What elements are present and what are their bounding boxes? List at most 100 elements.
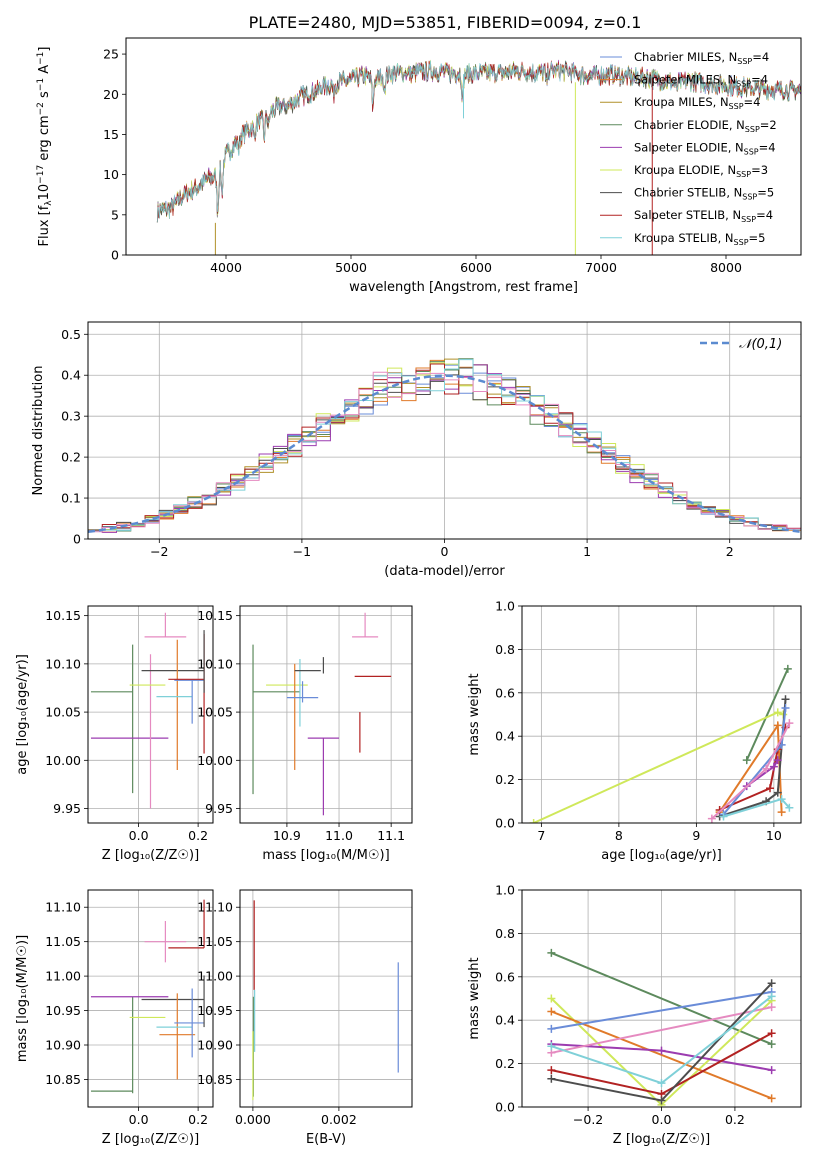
x-tick-label: 7 (537, 828, 545, 843)
weight-marker (781, 695, 790, 704)
y-tick-label: 11.00 (45, 969, 81, 984)
y-tick-label: 0.3 (61, 409, 81, 424)
y-tick-label: 10.95 (197, 1003, 233, 1018)
weight-marker (767, 979, 776, 988)
y-tick-label: 10.10 (197, 656, 233, 671)
plot-area (88, 890, 213, 1107)
legend: Chabrier MILES, NSSP=4 Salpeter MILES, NS… (600, 50, 777, 247)
legend-label: Chabrier ELODIE, NSSP=2 (634, 118, 777, 134)
y-axis-label: mass weight (467, 957, 482, 1039)
weight-marker (547, 1007, 556, 1016)
panel-mass-weight-vs-age: 7 8 9 10 0.0 0.2 0.4 0.6 0.8 1.0 age [log₁₀(age/yr… (467, 599, 802, 863)
x-tick-label: 7000 (585, 260, 617, 275)
x-tick-label: 0.0 (129, 1112, 149, 1127)
axes-frame (87, 321, 802, 540)
weight-marker (742, 756, 751, 765)
weight-marker (547, 1042, 556, 1051)
weight-series-line (551, 1006, 772, 1054)
y-tick-label: 11.10 (197, 900, 233, 915)
y-tick-label: 0.6 (495, 969, 515, 984)
legend-label: Chabrier MILES, NSSP=4 (634, 50, 769, 66)
y-tick-label: 9.95 (205, 801, 233, 816)
x-tick-label: 0.000 (235, 1112, 271, 1127)
y-tick-label: 10.10 (45, 656, 81, 671)
y-tick-label: 11.00 (197, 969, 233, 984)
weight-marker (657, 1096, 666, 1105)
panel-mass-vs-ebv: 0.000 0.002 10.85 10.90 10.95 11.00 11.05 11.10… (197, 889, 413, 1147)
weight-marker (767, 992, 776, 1001)
y-tick-label: 0.1 (61, 491, 81, 506)
x-tick-label: 0.0 (129, 828, 149, 843)
x-axis-label: wavelength [Angstrom, rest frame] (349, 280, 578, 295)
weight-series-line (551, 951, 772, 1046)
weight-marker (781, 703, 790, 712)
y-tick-label: 0.2 (495, 772, 515, 787)
x-axis-label: Z [log₁₀(Z/Z☉)] (102, 848, 199, 863)
weight-series-line (551, 991, 772, 1030)
y-tick-label: 0.4 (61, 368, 81, 383)
errorbar-point (168, 899, 205, 949)
axes-frame (239, 605, 413, 824)
y-axis-label: mass [log₁₀(M/M☉)] (15, 935, 30, 1062)
y-axis-label: Normed distribution (31, 366, 46, 496)
y-axis-label: age [log₁₀(age/yr)] (15, 654, 30, 775)
y-tick-label: 0.8 (495, 926, 515, 941)
y-tick-label: 10.00 (197, 753, 233, 768)
y-tick-label: 10.85 (45, 1072, 81, 1087)
axes-frame (521, 605, 802, 824)
weight-marker (767, 1029, 776, 1038)
errorbar-point (174, 988, 205, 1058)
weight-marker (547, 948, 556, 957)
x-tick-label: 0.2 (188, 1112, 208, 1127)
y-tick-label: 0.4 (495, 1013, 515, 1028)
weight-marker (767, 1094, 776, 1103)
y-tick-label: 20 (103, 87, 119, 102)
weight-marker (773, 721, 782, 730)
y-tick-label: 10.15 (45, 608, 81, 623)
y-tick-label: 10.05 (45, 705, 81, 720)
x-tick-label: 0.0 (652, 1112, 672, 1127)
x-tick-label: 6000 (460, 260, 492, 275)
y-tick-label: 11.05 (45, 934, 81, 949)
x-tick-label: 0.2 (188, 828, 208, 843)
weight-marker (766, 784, 774, 793)
weight-marker (707, 814, 716, 823)
y-tick-label: 15 (103, 127, 119, 142)
y-tick-label: 11.10 (45, 900, 81, 915)
legend-label: Kroupa ELODIE, NSSP=3 (634, 163, 768, 179)
y-tick-label: 10.05 (197, 705, 233, 720)
x-axis-label: age [log₁₀(age/yr)] (601, 848, 722, 863)
weight-marker (769, 762, 778, 771)
x-tick-label: −1 (293, 544, 311, 559)
y-tick-label: 10.00 (45, 753, 81, 768)
y-tick-label: 0.6 (495, 685, 515, 700)
legend-label: Salpeter STELIB, NSSP=4 (634, 208, 773, 224)
histogram-series (88, 371, 801, 539)
errorbar-point (144, 612, 187, 638)
panel-age-vs-z: 0.0 0.2 9.95 10.00 10.05 10.10 10.15 Z [log₁₀(Z… (15, 605, 214, 863)
errorbar-point (168, 633, 205, 754)
legend-label: Chabrier STELIB, NSSP=5 (634, 186, 774, 202)
weight-marker (657, 1046, 666, 1055)
plot-area (88, 322, 801, 539)
x-tick-label: 1 (583, 544, 591, 559)
legend-label: Salpeter MILES, NSSP=4 (634, 73, 768, 89)
x-axis-label: E(B-V) (306, 1132, 346, 1147)
weight-marker (762, 764, 771, 773)
weight-marker (773, 756, 782, 765)
x-tick-label: 0 (441, 544, 449, 559)
y-tick-label: 0.2 (495, 1056, 515, 1071)
x-tick-label: 11.1 (377, 828, 405, 843)
y-axis-label: mass weight (467, 673, 482, 755)
weight-series-line (551, 1010, 772, 1100)
plot-area (240, 890, 412, 1107)
y-tick-label: 1.0 (495, 599, 515, 614)
panel-residuals: −2 −1 0 1 2 0 0.1 0.2 0.3 0.4 0.5 (data-model)/erro… (31, 321, 802, 579)
plot-area (522, 606, 801, 823)
weight-marker (719, 812, 728, 821)
y-tick-label: 5 (111, 207, 119, 222)
plot-area (156, 59, 801, 255)
x-tick-label: 8 (615, 828, 623, 843)
legend-label: 𝒩(0,1) (739, 337, 782, 352)
